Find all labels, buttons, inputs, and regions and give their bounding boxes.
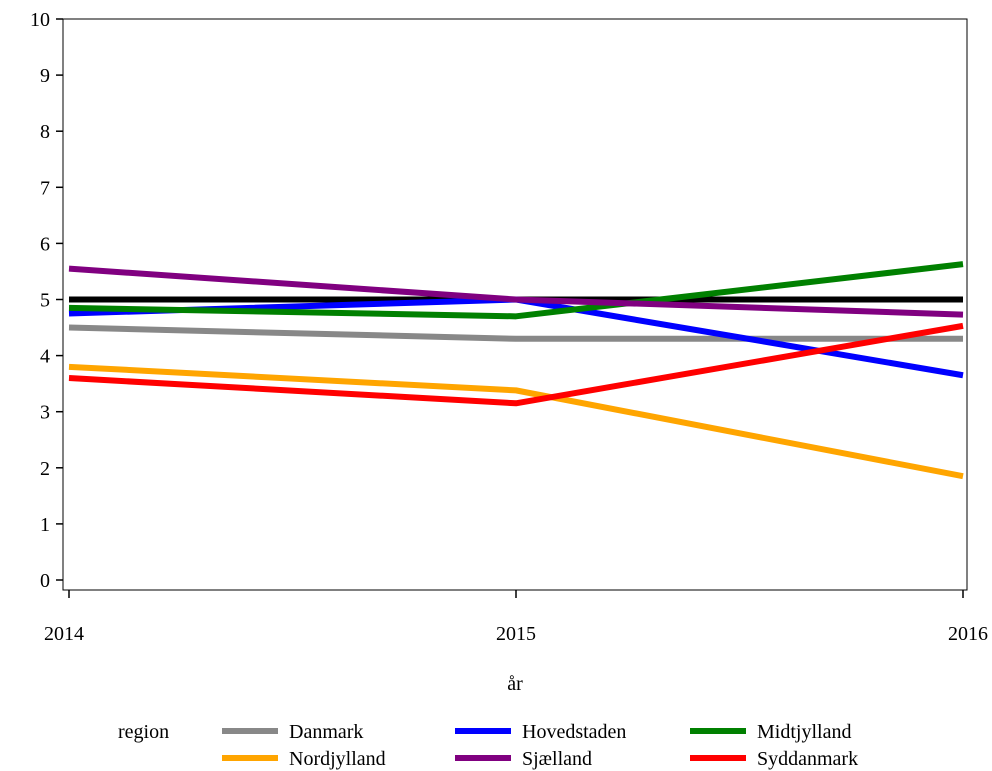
x-tick-label: 2015 [496,623,536,645]
series-line-sj-lland [68,265,964,318]
y-tick-label: 10 [30,9,50,31]
series-lines [68,261,964,480]
y-axis: 0 1 2 3 4 5 6 7 8 9 10 [30,9,63,592]
series-line-syddanmark [68,322,964,407]
y-tick-label: 9 [40,65,50,87]
legend-label: Syddanmark [757,748,858,770]
y-tick-label: 3 [40,402,50,424]
legend-label: Danmark [289,721,363,743]
y-tick-label: 2 [40,458,50,480]
y-tick-label: 4 [40,346,50,368]
y-tick-label: 6 [40,233,50,255]
y-tick-label: 0 [40,570,50,592]
series-line-nordjylland [68,363,964,480]
legend-title: region [118,721,169,743]
y-tick-label: 8 [40,121,50,143]
x-tick-label: 2016 [948,623,988,645]
y-tick-label: 5 [40,290,50,312]
x-axis-title: år [507,673,523,695]
y-tick-label: 7 [40,177,50,199]
legend-label: Hovedstaden [522,721,626,743]
x-tick-label: 2014 [44,623,84,645]
y-tick-label: 1 [40,514,50,536]
series-line-midtjylland [68,261,964,320]
legend-label: Midtjylland [757,721,851,743]
x-axis: 2014 2015 2016 [44,590,988,645]
legend: region Danmark Hovedstaden Midtjylland Nord… [118,721,858,770]
legend-label: Sjælland [522,748,592,770]
series-line-danmark [68,324,963,342]
plot-frame [62,18,968,591]
legend-label: Nordjylland [289,748,386,770]
